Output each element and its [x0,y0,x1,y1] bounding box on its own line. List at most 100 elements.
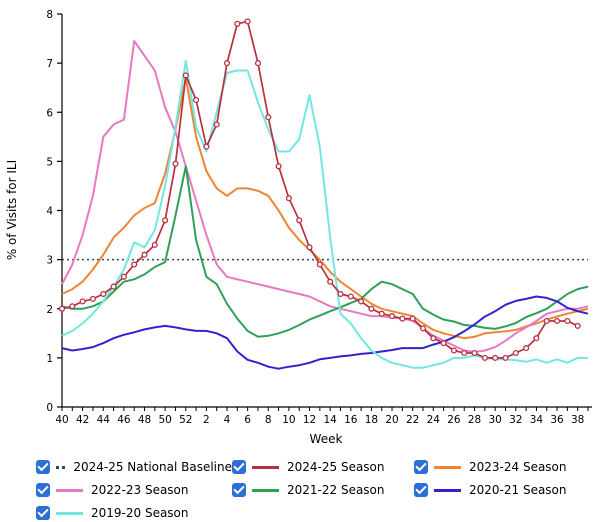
data-point-marker [440,340,447,347]
checkmark-icon [415,482,427,495]
legend-item-2024-25-national-baseline: 2024-25 National Baseline [36,459,232,475]
x-tick-label: 48 [138,414,151,426]
checkmark-icon [233,482,245,495]
line-swatch-2022-23-season [56,488,83,492]
y-tick-label: 0 [46,402,53,414]
checkbox-2021-22-season[interactable] [232,482,246,497]
data-point-marker [461,349,468,357]
data-point-marker [265,114,272,121]
legend-label-2024-25-national-baseline: 2024-25 National Baseline [73,460,232,474]
data-point-marker [275,163,282,170]
data-point-marker [193,96,200,104]
x-tick-label: 34 [530,414,544,426]
x-tick-label: 38 [571,414,584,426]
x-tick-label: 50 [158,414,171,426]
checkbox-2019-20-season[interactable] [36,505,50,520]
data-point-marker [368,305,375,312]
data-point-marker [110,283,117,290]
data-point-marker [131,261,138,268]
data-point-marker [574,322,581,329]
x-tick-label: 22 [406,414,419,426]
checkbox-2024-25-season[interactable] [232,459,246,474]
data-point-marker [564,317,571,325]
legend-item-2020-21-season: 2020-21 Season [414,482,610,498]
legend-item-2021-22-season: 2021-22 Season [232,482,414,498]
series-lines [58,18,589,370]
data-point-marker [285,195,292,202]
y-tick-label: 4 [46,206,53,218]
legend-item-2024-25-season: 2024-25 Season [232,459,414,475]
x-tick-label: 44 [97,414,111,426]
legend-label-2022-23-season: 2022-23 Season [91,483,189,497]
checkmark-icon [37,459,49,472]
data-point-marker [79,298,86,305]
x-tick-label: 10 [282,414,295,426]
x-tick-label: 20 [385,414,398,426]
legend-label-2023-24-season: 2023-24 Season [469,460,567,474]
x-tick-label: 26 [447,414,461,426]
legend-label-2021-22-season: 2021-22 Season [287,483,385,497]
data-point-marker [471,349,478,357]
data-point-marker [223,60,231,67]
data-point-marker [409,315,416,322]
line-swatch-2024-25-season [252,465,279,469]
x-tick-label: 2 [203,414,210,426]
legend-label-2024-25-season: 2024-25 Season [287,460,385,474]
series-line-2023-24-season [61,76,589,340]
legend-item-2019-20-season: 2019-20 Season [36,505,232,521]
checkmark-icon [415,459,427,472]
data-point-marker [69,303,76,310]
x-axis-title: Week [310,432,343,446]
checkmark-icon [37,505,49,518]
checkbox-2022-23-season[interactable] [36,482,50,497]
x-tick-label: 4 [224,414,231,426]
x-tick-label: 24 [427,414,441,426]
y-tick-label: 2 [46,304,53,316]
y-tick-label: 8 [46,9,53,21]
data-point-marker [151,241,158,248]
x-tick-label: 18 [365,414,378,426]
x-tick-label: 32 [509,414,522,426]
series-markers-2024-25-season [58,18,581,361]
series-line-2019-20-season [61,59,588,369]
data-point-marker [481,354,488,361]
series-line-2022-23-season [61,40,589,353]
data-point-marker [327,278,334,285]
data-point-marker [162,217,169,224]
x-tick-label: 8 [265,414,272,426]
data-point-marker [213,121,220,128]
checkmark-icon [233,459,245,472]
x-tick-label: 6 [244,414,251,426]
data-point-marker [316,261,323,268]
data-point-marker [306,244,313,251]
line-swatch-2020-21-season [434,488,461,492]
data-point-marker [419,325,427,332]
data-point-marker [347,293,354,300]
data-point-marker [120,273,127,280]
data-point-marker [254,60,262,67]
x-tick-label: 16 [344,414,358,426]
x-tick-label: 52 [179,414,192,426]
data-point-marker [182,72,189,79]
y-tick-label: 1 [46,353,53,365]
legend: 2024-25 National Baseline 2024-25 Season 2… [36,459,610,521]
x-tick-label: 28 [468,414,481,426]
line-swatch-2021-22-season [252,488,279,492]
data-point-marker [296,217,303,224]
data-point-marker [89,295,96,302]
y-tick-label: 6 [46,107,53,119]
line-swatch-2019-20-season [56,511,83,515]
dotted-line-swatch-2024-25-national-baseline [56,465,66,469]
checkbox-2024-25-national-baseline[interactable] [36,459,50,474]
checkbox-2020-21-season[interactable] [414,482,428,497]
x-tick-label: 12 [303,414,316,426]
y-tick-label: 3 [46,255,53,267]
data-point-marker [172,160,179,167]
data-point-marker [234,20,241,27]
data-point-marker [100,290,107,298]
data-point-marker [141,251,148,258]
checkbox-2023-24-season[interactable] [414,459,428,474]
data-point-marker [203,143,210,150]
